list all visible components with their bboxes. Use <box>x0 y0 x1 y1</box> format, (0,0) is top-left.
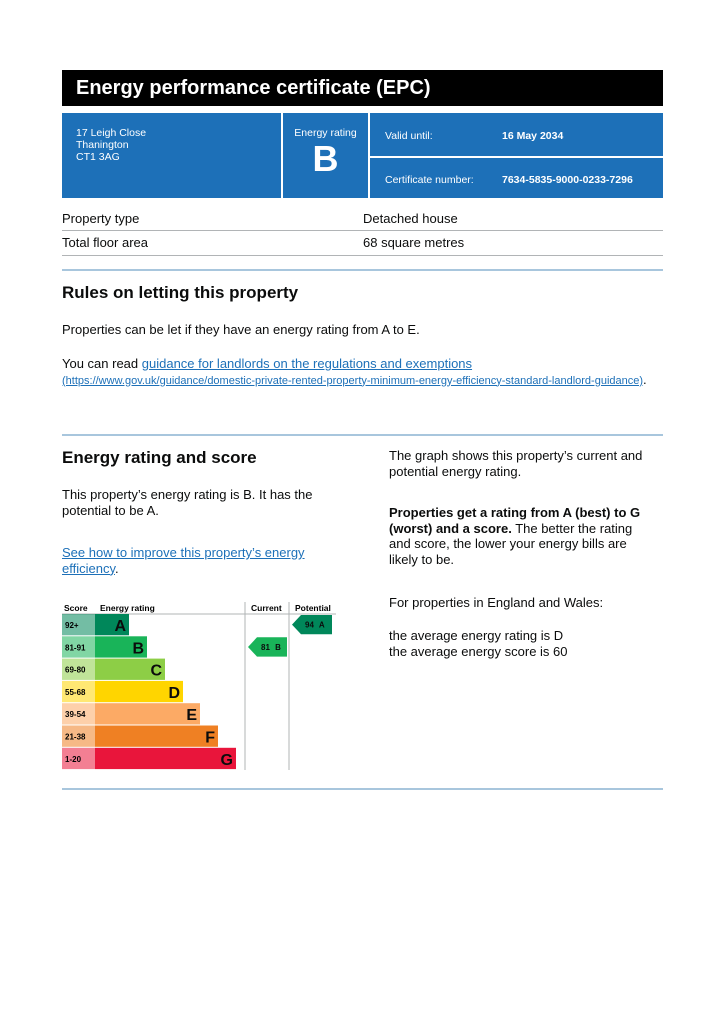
potential-letter: A <box>319 621 325 630</box>
current-score: 81 <box>261 643 270 652</box>
band-score: 39-54 <box>65 710 86 719</box>
potential-score: 94 <box>305 621 314 630</box>
column-header: Current <box>251 603 282 613</box>
improve-paragraph: See how to improve this property’s energ… <box>62 545 332 576</box>
rating-heading: Energy rating and score <box>62 448 257 467</box>
current-label: 81 B <box>261 643 281 652</box>
text: . <box>115 560 119 576</box>
cert-label: Certificate number: <box>385 174 474 186</box>
text: You can read <box>62 356 142 371</box>
band-score: 92+ <box>65 621 79 630</box>
score-cell <box>62 725 95 747</box>
title: Energy performance certificate (EPC) <box>62 70 663 106</box>
rating-box: Energy rating B <box>283 113 368 198</box>
row-rule <box>62 255 663 256</box>
potential-arrow <box>292 615 332 635</box>
average-score: the average energy score is 60 <box>389 644 568 659</box>
address-box: 17 Leigh Close Thanington CT1 3AG <box>62 113 281 198</box>
band-bar <box>95 747 236 770</box>
valid-label: Valid until: <box>385 130 433 142</box>
band-bar <box>95 614 129 636</box>
score-cell <box>62 703 95 725</box>
rules-text: Properties can be let if they have an en… <box>62 322 420 337</box>
valid-box: Valid until: 16 May 2034 <box>370 113 663 156</box>
divider <box>62 434 663 436</box>
band-bar <box>95 680 183 703</box>
band-bar <box>95 703 200 725</box>
divider <box>62 269 663 271</box>
bold-text: Properties get a rating from A (best) to… <box>389 505 641 536</box>
band-letter: C <box>150 663 162 680</box>
rating-text: This property’s energy rating is B. It h… <box>62 487 313 518</box>
current-letter: B <box>275 643 281 652</box>
band-bar <box>95 636 147 658</box>
text: The better the rating and score, the low… <box>389 520 633 567</box>
rating-explanation: Properties get a rating from A (best) to… <box>389 505 654 567</box>
average-rating: the average energy rating is D <box>389 628 564 643</box>
band-score: 55-68 <box>65 688 86 697</box>
address-line: 17 Leigh Close <box>76 127 147 139</box>
property-label: Total floor area <box>62 235 148 250</box>
current-arrow <box>248 637 287 657</box>
column-header: Score <box>64 603 88 613</box>
cert-value: 7634-5835-9000-0233-7296 <box>502 174 633 186</box>
guidance-link[interactable]: guidance for landlords on the regulation… <box>141 356 473 371</box>
band-score: 81-91 <box>65 643 86 652</box>
column-header: Energy rating <box>100 603 155 613</box>
score-cell <box>62 614 95 636</box>
rules-heading: Rules on letting this property <box>62 283 299 302</box>
score-cell <box>62 658 95 680</box>
score-cell <box>62 680 95 703</box>
guidance-url[interactable]: (https://www.gov.uk/guidance/domestic-pr… <box>62 374 644 387</box>
rating-value: B <box>312 138 339 179</box>
cert-box: Certificate number: 7634-5835-9000-0233-… <box>370 158 663 198</box>
divider <box>62 788 663 790</box>
band-bar <box>95 725 218 747</box>
address: 17 Leigh Close Thanington CT1 3AG <box>76 127 146 163</box>
band-letter: D <box>168 685 180 702</box>
address-line: Thanington <box>76 139 129 151</box>
guidance-paragraph: You can read guidance for landlords on t… <box>62 356 662 389</box>
band-score: 21-38 <box>65 733 86 742</box>
column-header: Potential <box>295 603 331 613</box>
rating-chart: Score Energy rating Current Potential 92+ A 81… <box>62 602 336 770</box>
score-cell <box>62 747 95 770</box>
band-letter: G <box>221 752 233 769</box>
band-letter: F <box>205 730 215 747</box>
valid-value: 16 May 2034 <box>502 130 564 142</box>
rating-label: Energy rating <box>294 127 357 139</box>
band-score: 69-80 <box>65 666 86 675</box>
improve-link[interactable]: See how to improve this property’s energ… <box>62 545 305 576</box>
band-letter: A <box>114 618 126 635</box>
row-rule <box>62 230 663 231</box>
band-letter: E <box>186 707 197 724</box>
band-letter: B <box>132 640 144 657</box>
potential-label: 94 A <box>305 621 325 630</box>
property-label: Property type <box>62 211 140 226</box>
graph-text: The graph shows this property’s current … <box>389 448 643 479</box>
band-score: 1-20 <box>65 755 82 764</box>
property-value: Detached house <box>363 211 458 226</box>
address-line: CT1 3AG <box>76 151 120 163</box>
property-value: 68 square metres <box>363 235 465 250</box>
band-bar <box>95 658 165 680</box>
text: . <box>643 371 647 387</box>
score-cell <box>62 636 95 658</box>
region-text: For properties in England and Wales: <box>389 595 604 610</box>
